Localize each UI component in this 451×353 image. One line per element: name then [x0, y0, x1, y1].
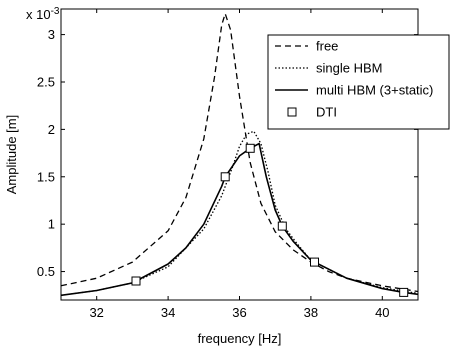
x-tick-label: 34 — [161, 305, 175, 320]
tick-layer: 32 34 36 38 40 0.5 1 1.5 2 2.5 3 — [37, 9, 418, 320]
legend-swatch-dti — [287, 107, 297, 117]
y-multiplier-exponent: -3 — [51, 6, 60, 17]
legend-label-free: free — [316, 39, 338, 54]
dti-marker — [277, 221, 287, 231]
y-multiplier-base: x 10 — [26, 7, 51, 22]
x-tick-label: 38 — [304, 305, 318, 320]
dti-marker — [131, 276, 141, 286]
legend-box — [267, 34, 450, 130]
legend-items: free single HBM multi HBM (3+static) DTI — [275, 39, 433, 120]
x-tick-label: 40 — [375, 305, 389, 320]
marker-layer — [131, 143, 409, 297]
y-multiplier-label: x 10-3 — [26, 6, 60, 22]
dti-marker — [220, 172, 230, 182]
x-tick-label: 32 — [89, 305, 103, 320]
y-tick-label: 1 — [48, 217, 55, 232]
dti-marker — [245, 143, 255, 153]
legend-label-dti: DTI — [316, 105, 337, 120]
y-axis-title: Amplitude [m] — [4, 115, 19, 194]
legend-label-single-hbm: single HBM — [316, 61, 382, 76]
y-tick-label: 0.5 — [37, 264, 55, 279]
y-tick-label: 1.5 — [37, 169, 55, 184]
y-tick-label: 3 — [48, 27, 55, 42]
y-tick-label: 2.5 — [37, 74, 55, 89]
dti-marker — [399, 287, 409, 297]
y-tick-label: 2 — [48, 122, 55, 137]
dti-marker — [310, 257, 319, 267]
legend: free single HBM multi HBM (3+static) DTI — [267, 34, 450, 130]
legend-label-multi-hbm-3-static: multi HBM (3+static) — [316, 83, 433, 98]
x-tick-label: 36 — [232, 305, 246, 320]
x-axis-title: frequency [Hz] — [198, 331, 282, 346]
